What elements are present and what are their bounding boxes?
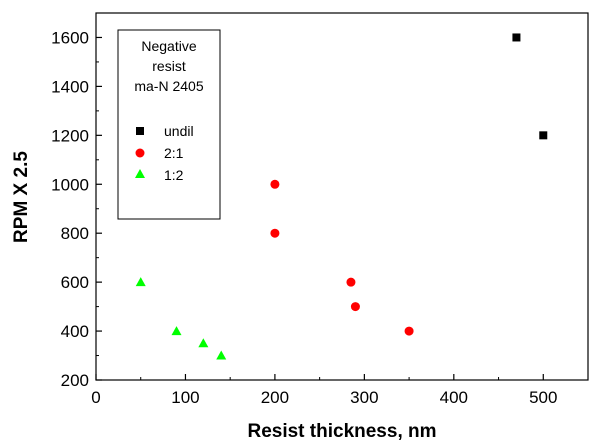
legend: Negative resist ma-N 2405 undil 2:1 1:2 (117, 29, 221, 220)
y-tick-label: 600 (61, 273, 89, 292)
data-point-2-1 (346, 277, 356, 287)
data-points (135, 33, 548, 360)
legend-title-line-3: ma-N 2405 (134, 78, 203, 94)
x-tick-label: 300 (350, 388, 378, 407)
data-point-1-2 (135, 277, 146, 287)
axis-ticks: 0 100 200 300 400 500 200 400 600 800 1000 1200 1400… (51, 28, 557, 407)
data-point-2-1 (270, 228, 280, 238)
y-tick-label: 1000 (51, 175, 89, 194)
data-point-undil (512, 33, 521, 42)
legend-title-line-2: resist (152, 58, 186, 74)
data-point-2-1 (350, 302, 360, 312)
data-point-undil (539, 131, 548, 140)
y-tick-label: 800 (61, 224, 89, 243)
y-tick-label: 1400 (51, 77, 89, 96)
legend-label-2-1: 2:1 (164, 145, 184, 161)
legend-title-line-1: Negative (141, 38, 196, 54)
x-tick-label: 0 (91, 388, 100, 407)
legend-box (117, 29, 221, 220)
y-axis-title: RPM X 2.5 (11, 151, 32, 243)
data-point-1-2 (198, 338, 209, 348)
x-axis-title: Resist thickness, nm (247, 421, 436, 442)
y-tick-label: 200 (61, 371, 89, 390)
x-tick-label: 200 (261, 388, 289, 407)
y-tick-label: 1600 (51, 28, 89, 47)
x-tick-label: 400 (440, 388, 468, 407)
data-point-2-1 (270, 179, 280, 189)
x-tick-label: 500 (529, 388, 557, 407)
plot-frame (95, 12, 589, 381)
legend-marker-undil (136, 127, 144, 135)
legend-marker-2-1 (135, 148, 145, 158)
legend-label-undil: undil (164, 123, 194, 139)
data-point-1-2 (171, 326, 182, 336)
legend-label-1-2: 1:2 (164, 167, 184, 183)
y-tick-label: 1200 (51, 126, 89, 145)
legend-marker-1-2 (135, 169, 145, 178)
y-tick-label: 400 (61, 322, 89, 341)
data-point-2-1 (404, 326, 414, 336)
data-point-1-2 (216, 350, 227, 360)
x-tick-label: 100 (171, 388, 199, 407)
